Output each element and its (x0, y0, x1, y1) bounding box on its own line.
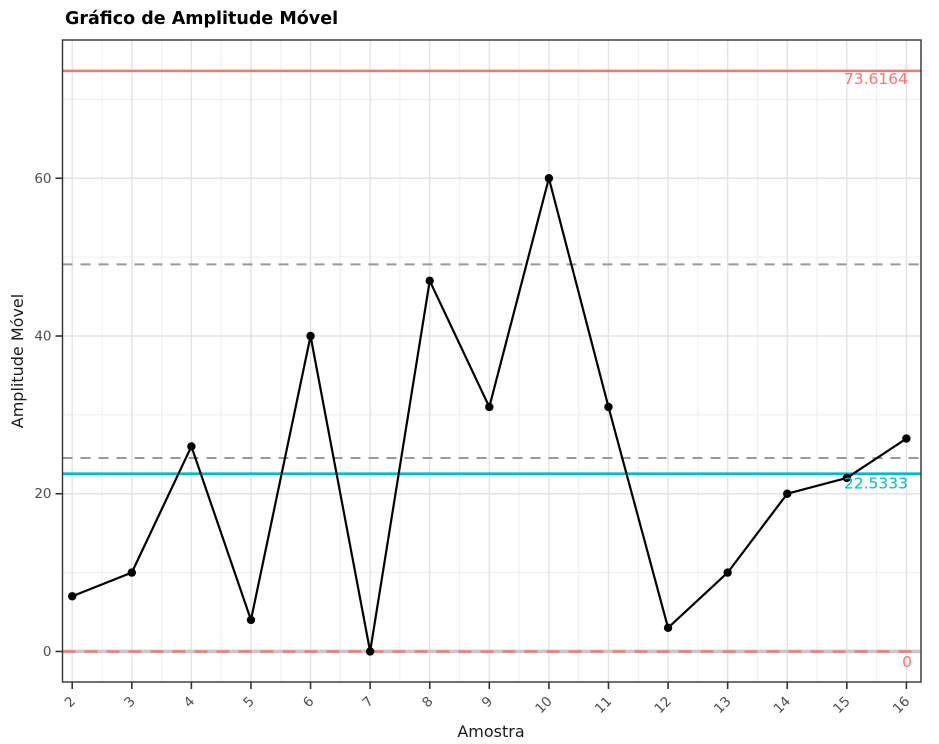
x-tick-label: 5 (240, 694, 257, 711)
data-point (783, 489, 792, 498)
x-tick-label: 13 (711, 694, 734, 717)
data-point (68, 592, 77, 601)
data-point (902, 434, 911, 443)
data-point (246, 615, 256, 625)
x-tick-label: 3 (121, 694, 138, 711)
center-line-label: 22.5333 (844, 474, 908, 492)
y-tick-label: 20 (34, 486, 51, 502)
data-point (842, 473, 852, 483)
x-tick-label: 9 (479, 694, 496, 711)
data-point (365, 647, 375, 656)
x-tick-label: 8 (419, 694, 436, 711)
ucl-label: 73.6164 (844, 70, 908, 88)
lcl-label: 0 (902, 653, 912, 671)
data-point (425, 276, 434, 285)
y-tick-label: 40 (34, 328, 51, 344)
y-tick-label: 60 (34, 171, 51, 187)
x-tick-label: 14 (771, 694, 794, 717)
data-point (127, 568, 136, 577)
y-axis-title: Amplitude Móvel (8, 294, 27, 428)
plot-panel (61, 39, 922, 683)
y-tick-label: 0 (43, 644, 52, 660)
x-axis-title: Amostra (457, 722, 524, 741)
x-tick-label: 2 (62, 694, 79, 711)
x-tick-label: 6 (300, 694, 317, 711)
data-point (663, 623, 673, 633)
x-tick-label: 4 (181, 694, 198, 711)
panel-background (62, 40, 921, 682)
data-point (604, 402, 613, 412)
data-point (544, 174, 554, 183)
x-tick-label: 11 (592, 694, 615, 717)
x-tick-label: 12 (651, 694, 674, 717)
x-tick-label: 7 (360, 694, 377, 711)
data-point (187, 442, 196, 451)
x-tick-label: 15 (830, 694, 853, 717)
chart-title: Gráfico de Amplitude Móvel (65, 9, 338, 29)
x-tick-label: 10 (532, 694, 555, 717)
data-point (485, 402, 494, 412)
data-point (306, 331, 315, 341)
panel-border (61, 39, 922, 683)
x-tick-label: 16 (890, 694, 913, 717)
data-point (723, 568, 732, 577)
